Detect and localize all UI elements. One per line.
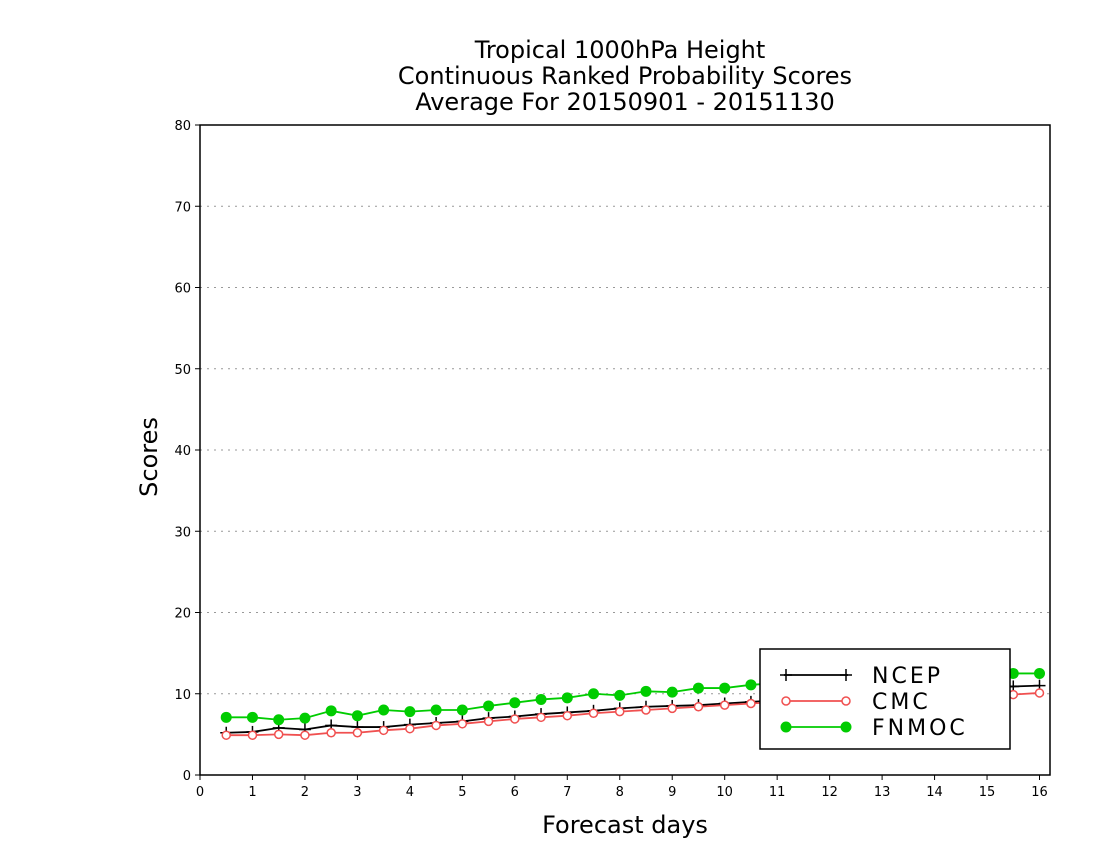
grid-lines <box>200 205 1050 695</box>
legend-box <box>759 648 1011 750</box>
legend-label-fnmoc: FNMOC <box>872 716 968 741</box>
point-cmc <box>300 730 310 740</box>
point-cmc <box>405 723 415 734</box>
x-tick-label: 1 <box>248 785 256 800</box>
point-cmc <box>562 710 573 721</box>
legend-marker-ncep <box>780 669 792 681</box>
point-cmc <box>483 716 494 727</box>
x-axis-label: Forecast days <box>542 811 708 839</box>
x-tick-label: 2 <box>301 785 309 800</box>
x-tick-label: 16 <box>1031 785 1048 800</box>
y-axis-label: Scores <box>135 417 163 497</box>
point-fnmoc <box>692 682 704 694</box>
legend-marker-fnmoc <box>840 721 852 733</box>
x-tick-label: 12 <box>821 785 838 800</box>
point-cmc <box>588 708 599 718</box>
x-tick-label: 9 <box>668 785 676 800</box>
point-fnmoc <box>509 697 521 709</box>
y-tick-label: 0 <box>183 769 191 784</box>
x-tick-label: 14 <box>926 785 943 800</box>
legend-label-ncep: NCEP <box>872 664 943 689</box>
x-tick-label: 0 <box>196 785 204 800</box>
legend-marker-ncep <box>840 669 852 681</box>
point-fnmoc <box>561 692 573 704</box>
chart-title-line-3: Average For 20150901 - 20151130 <box>415 88 835 116</box>
point-fnmoc <box>456 704 468 716</box>
y-tick-label: 70 <box>174 200 191 215</box>
point-cmc <box>641 705 651 715</box>
point-fnmoc <box>535 693 547 705</box>
point-cmc <box>1034 688 1045 698</box>
legend-marker-fnmoc <box>780 721 792 733</box>
point-cmc <box>273 729 284 740</box>
legend-item-fnmoc: FNMOC <box>780 716 968 741</box>
point-cmc <box>352 728 363 738</box>
point-cmc <box>536 712 546 723</box>
x-tick-label: 11 <box>769 785 786 800</box>
point-cmc <box>667 703 677 714</box>
point-fnmoc <box>640 685 652 697</box>
x-tick-label: 3 <box>353 785 361 800</box>
point-cmc <box>326 728 336 738</box>
y-tick-label: 20 <box>174 607 191 622</box>
point-cmc <box>693 702 704 712</box>
legend-label-cmc: CMC <box>872 690 931 715</box>
point-cmc <box>510 714 520 724</box>
chart-title-line-2: Continuous Ranked Probability Scores <box>398 62 852 90</box>
x-tick-label: 6 <box>511 785 519 800</box>
point-fnmoc <box>666 686 678 698</box>
chart-titles: Tropical 1000hPa Height Continuous Ranke… <box>398 36 852 116</box>
x-tick-label: 15 <box>979 785 996 800</box>
point-fnmoc <box>220 711 232 723</box>
point-cmc <box>431 720 441 731</box>
y-tick-label: 80 <box>174 119 191 134</box>
point-fnmoc <box>325 705 337 717</box>
x-tick-label: 8 <box>616 785 624 800</box>
point-cmc <box>378 725 389 736</box>
point-fnmoc <box>430 704 442 716</box>
legend-item-cmc: CMC <box>781 690 931 715</box>
point-fnmoc <box>614 689 626 701</box>
point-fnmoc <box>246 711 258 723</box>
legend-marker-cmc <box>841 696 851 706</box>
point-fnmoc <box>378 704 390 716</box>
x-tick-label: 13 <box>874 785 891 800</box>
y-tick-label: 10 <box>174 688 191 703</box>
point-cmc <box>221 730 231 740</box>
x-tick-label: 10 <box>716 785 733 800</box>
point-cmc <box>615 706 625 717</box>
point-fnmoc <box>1034 667 1046 679</box>
y-tick-label: 60 <box>174 282 191 297</box>
point-fnmoc <box>404 706 416 718</box>
point-cmc <box>247 730 258 740</box>
x-tick-label: 4 <box>406 785 414 800</box>
chart-title-line-1: Tropical 1000hPa Height <box>474 36 766 64</box>
x-tick-label: 5 <box>458 785 466 800</box>
point-fnmoc <box>719 682 731 694</box>
point-cmc <box>746 698 756 709</box>
point-fnmoc <box>351 710 363 722</box>
y-tick-label: 50 <box>174 363 191 378</box>
y-tick-label: 40 <box>174 444 191 459</box>
legend-item-ncep: NCEP <box>780 664 943 689</box>
point-fnmoc <box>483 700 495 712</box>
point-cmc <box>457 719 468 729</box>
y-tick-label: 30 <box>174 525 191 540</box>
point-fnmoc <box>273 714 285 726</box>
x-tick-label: 7 <box>563 785 571 800</box>
point-fnmoc <box>745 679 757 691</box>
legend-marker-cmc <box>781 696 791 706</box>
point-fnmoc <box>588 688 600 700</box>
point-cmc <box>719 700 730 710</box>
point-fnmoc <box>299 712 311 724</box>
